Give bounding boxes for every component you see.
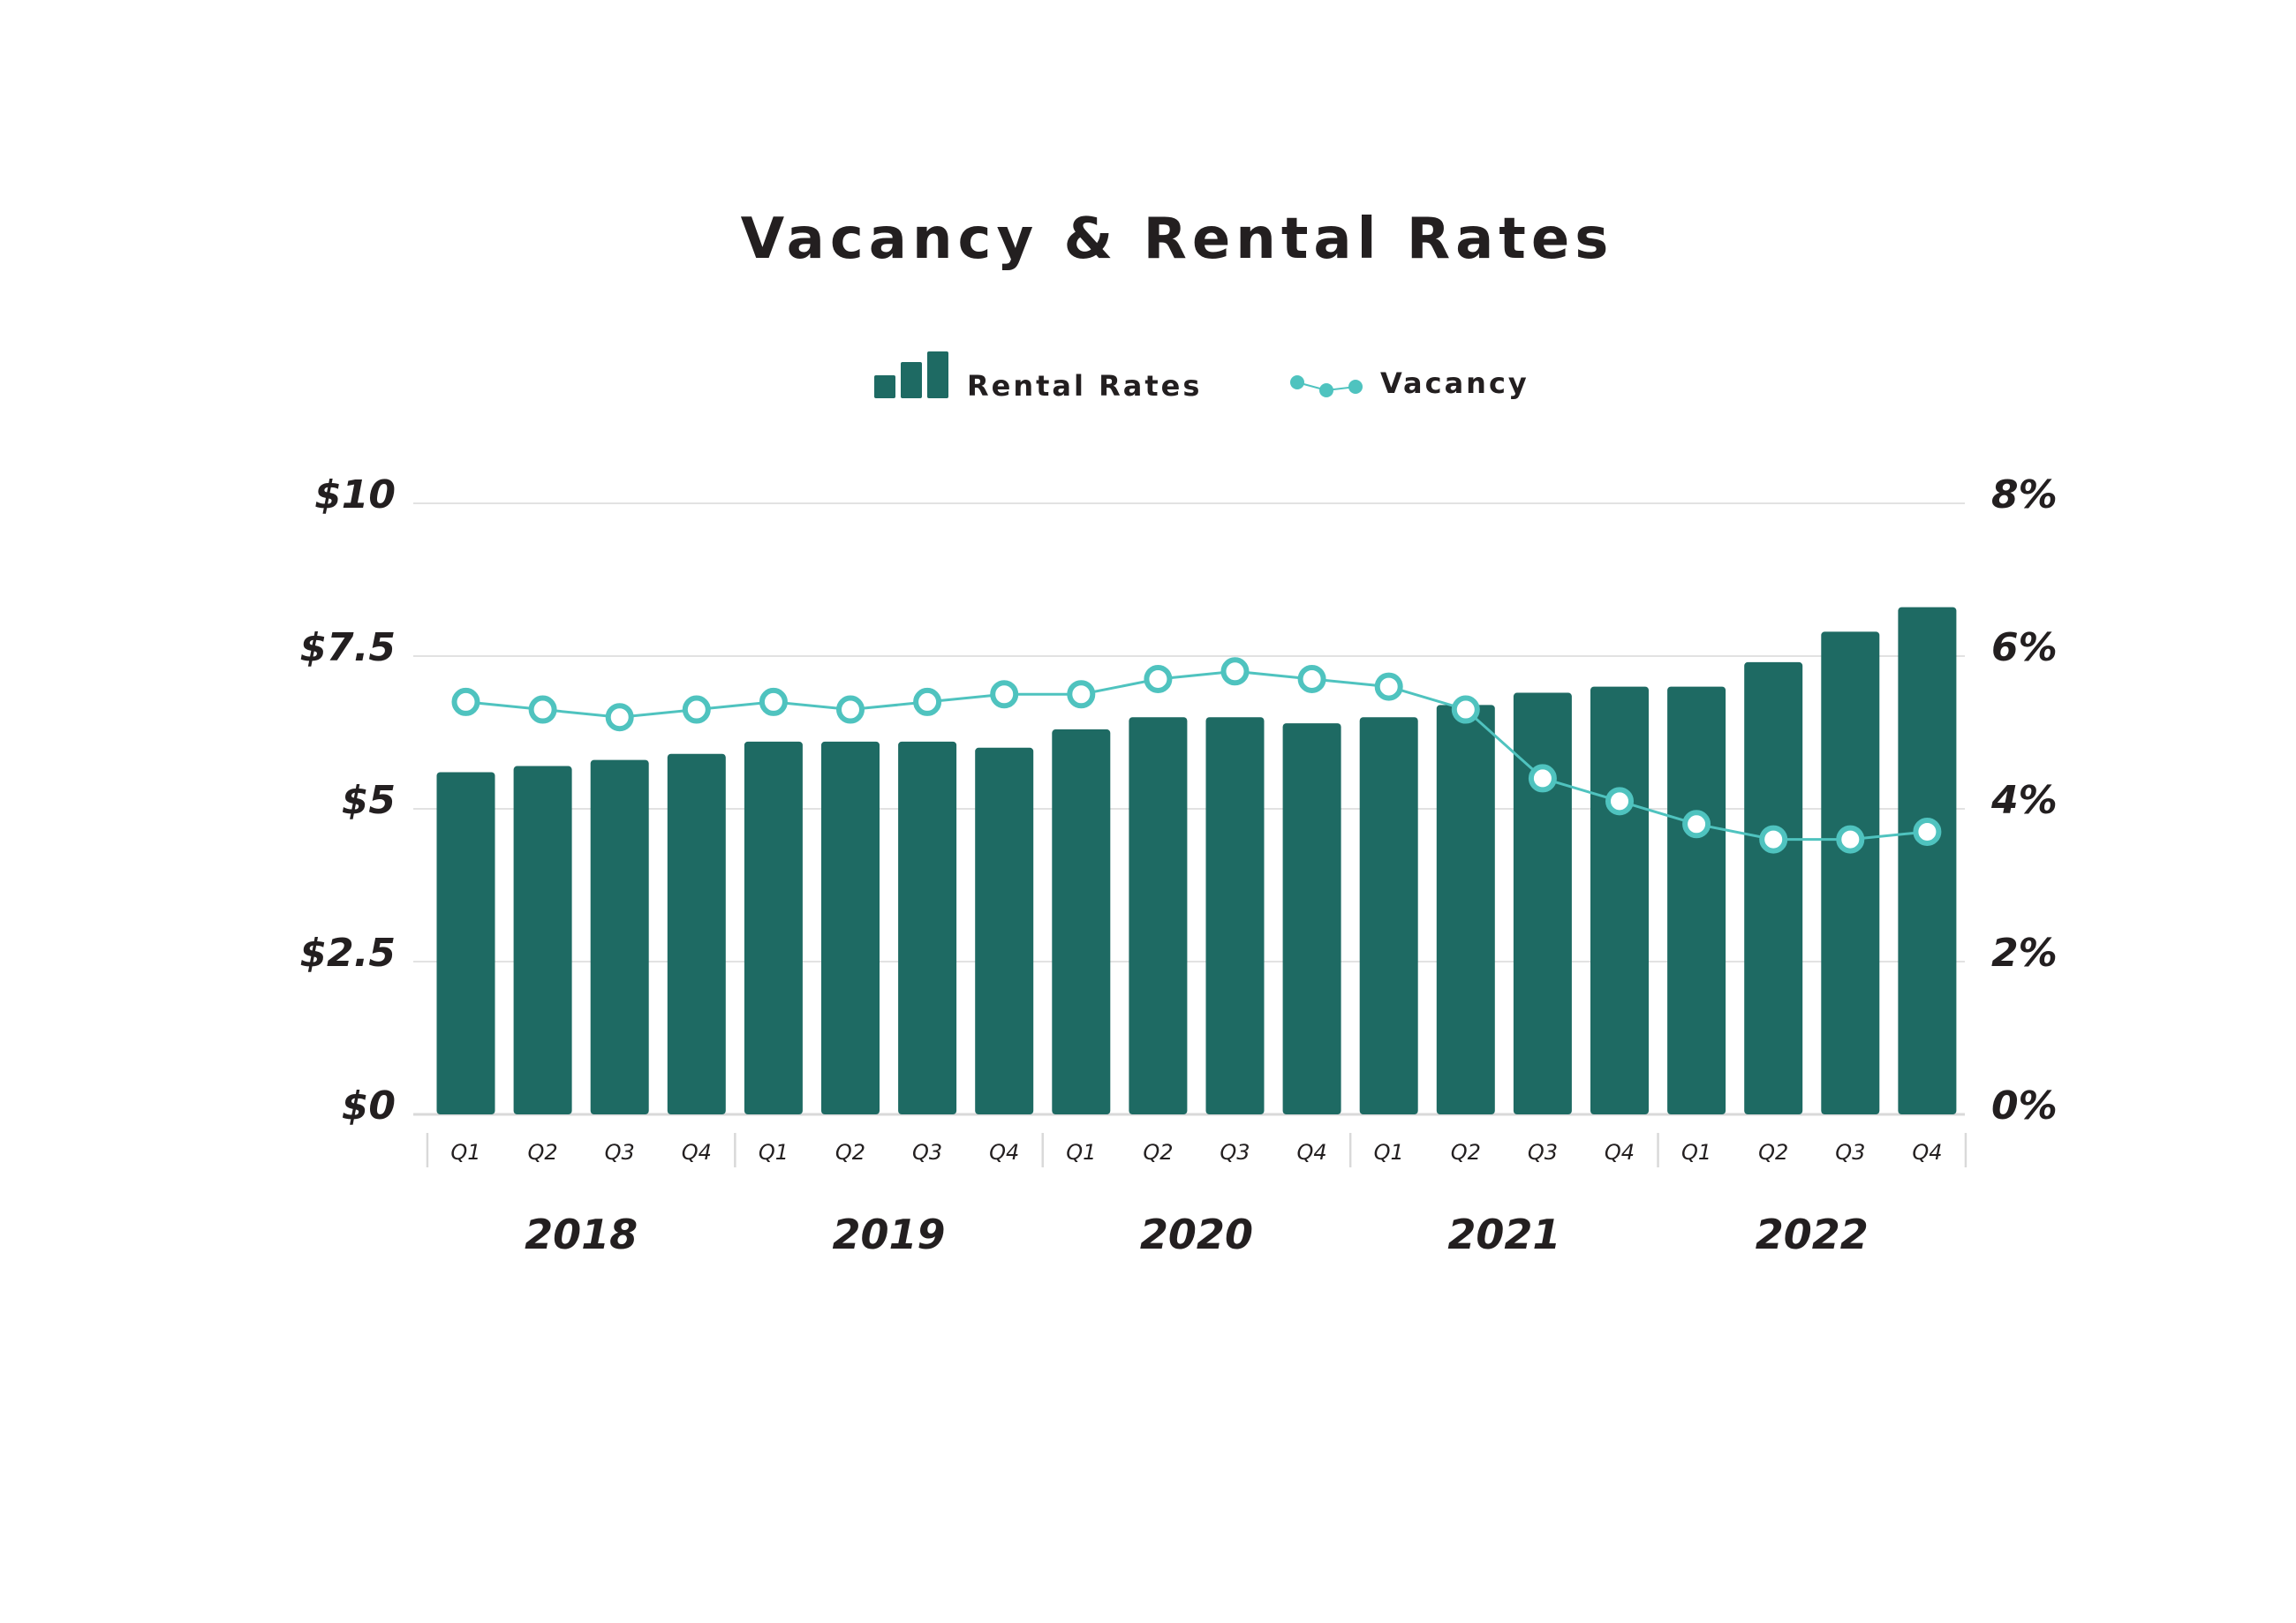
vacancy-legend-icon <box>1290 375 1363 397</box>
year-label: 2019 <box>833 1211 946 1258</box>
vacancy-point <box>1067 680 1096 709</box>
rental-rates-legend-icon <box>874 351 948 398</box>
right-axis-tick-label: 6% <box>1991 625 2058 670</box>
quarter-tick-label: Q1 <box>759 1140 789 1165</box>
rental-rate-bar <box>436 772 495 1114</box>
vacancy-point <box>1451 695 1480 724</box>
quarter-tick-label: Q1 <box>1066 1140 1096 1165</box>
vacancy-point <box>1374 672 1403 701</box>
quarter-tick-label: Q3 <box>1220 1140 1250 1165</box>
vacancy-point <box>759 687 788 716</box>
left-axis-tick-label: $0 <box>342 1083 396 1129</box>
left-axis-labels: $0 $2.5 $5 $7.5 $10 <box>299 472 396 1129</box>
right-axis-labels: 0% 2% 4% 6% 8% <box>1990 472 2058 1129</box>
rental-rate-bar <box>1282 723 1341 1114</box>
right-axis-tick-label: 2% <box>1991 931 2058 976</box>
vacancy-point <box>1528 764 1557 793</box>
rental-rate-bar <box>975 747 1034 1114</box>
vacancy-point <box>528 695 557 724</box>
rental-rate-bar <box>1129 717 1188 1114</box>
quarter-tick-label: Q1 <box>1681 1140 1711 1165</box>
rental-rate-bar <box>898 741 957 1114</box>
vacancy-point <box>1605 787 1634 816</box>
rental-rate-bar <box>1513 692 1572 1114</box>
left-axis-tick-label: $2.5 <box>299 931 396 976</box>
quarter-tick-label: Q3 <box>1528 1140 1558 1165</box>
vacancy-point <box>990 680 1019 709</box>
vacancy-point <box>1836 825 1865 854</box>
rental-rate-bar <box>667 753 726 1114</box>
chart-title: Vacancy & Rental Rates <box>741 207 1614 272</box>
rental-rate-bar <box>821 741 880 1114</box>
quarter-tick-label: Q2 <box>1758 1140 1788 1165</box>
quarter-tick-label: Q2 <box>1451 1140 1481 1165</box>
quarter-tick-label: Q2 <box>528 1140 558 1165</box>
quarter-tick-label: Q3 <box>1835 1140 1865 1165</box>
vacancy-point <box>1220 657 1250 686</box>
right-axis-tick-label: 0% <box>1991 1083 2058 1129</box>
vacancy-point <box>1759 825 1788 854</box>
rental-rate-bar <box>1359 717 1418 1114</box>
rental-rate-bar <box>1744 661 1803 1114</box>
vacancy-point <box>451 687 480 716</box>
quarter-tick-label: Q4 <box>1297 1140 1327 1165</box>
quarter-tick-label: Q1 <box>1374 1140 1404 1165</box>
legend-label-rental-rates: Rental Rates <box>967 369 1202 403</box>
year-label: 2018 <box>525 1211 638 1258</box>
quarter-tick-label: Q3 <box>912 1140 942 1165</box>
year-label: 2021 <box>1447 1211 1560 1258</box>
left-axis-tick-label: $7.5 <box>299 625 396 670</box>
quarter-tick-label: Q2 <box>1143 1140 1173 1165</box>
vacancy-line-series <box>451 657 1942 854</box>
left-axis-tick-label: $5 <box>342 778 396 823</box>
vacancy-point <box>1913 817 1942 846</box>
quarter-tick-label: Q4 <box>1912 1140 1942 1165</box>
x-axis: Q1 Q2 Q3 Q4 Q1 Q2 Q3 Q4 Q1 Q2 Q3 Q4 Q1 Q2 Q3 Q4 Q1 Q2 Q3 Q4… <box>426 1133 1967 1258</box>
right-axis-tick-label: 8% <box>1991 472 2058 517</box>
vacancy-point <box>836 695 865 724</box>
legend: Rental Rates Vacancy <box>874 351 1529 403</box>
vacancy-point <box>1297 664 1326 693</box>
rental-rate-bar <box>1821 631 1880 1114</box>
quarter-tick-label: Q4 <box>682 1140 712 1165</box>
quarter-tick-label: Q3 <box>605 1140 635 1165</box>
rental-rate-bar <box>1667 686 1726 1114</box>
year-label: 2022 <box>1756 1211 1869 1258</box>
right-axis-tick-label: 4% <box>1990 778 2058 823</box>
vacancy-point <box>605 703 634 732</box>
rental-rate-bar <box>1590 686 1649 1114</box>
rental-rate-bar <box>590 759 649 1114</box>
rental-rate-bar <box>1898 607 1957 1114</box>
legend-label-vacancy: Vacancy <box>1380 366 1529 400</box>
vacancy-point <box>1682 810 1711 839</box>
quarter-tick-label: Q1 <box>450 1140 480 1165</box>
rental-rate-bar <box>1436 705 1495 1114</box>
rental-rate-bar <box>1052 729 1111 1114</box>
left-axis-tick-label: $10 <box>314 472 396 517</box>
rental-rate-bar <box>513 766 572 1114</box>
quarter-tick-label: Q4 <box>1605 1140 1635 1165</box>
year-label: 2020 <box>1140 1211 1253 1258</box>
vacancy-point <box>682 695 711 724</box>
quarter-tick-label: Q4 <box>989 1140 1019 1165</box>
rental-rate-bar <box>1205 717 1265 1114</box>
vacancy-point <box>913 687 942 716</box>
rental-rate-bar <box>744 741 803 1114</box>
rental-rate-bars <box>436 607 1957 1114</box>
quarter-tick-label: Q2 <box>835 1140 865 1165</box>
vacancy-point <box>1144 664 1173 693</box>
